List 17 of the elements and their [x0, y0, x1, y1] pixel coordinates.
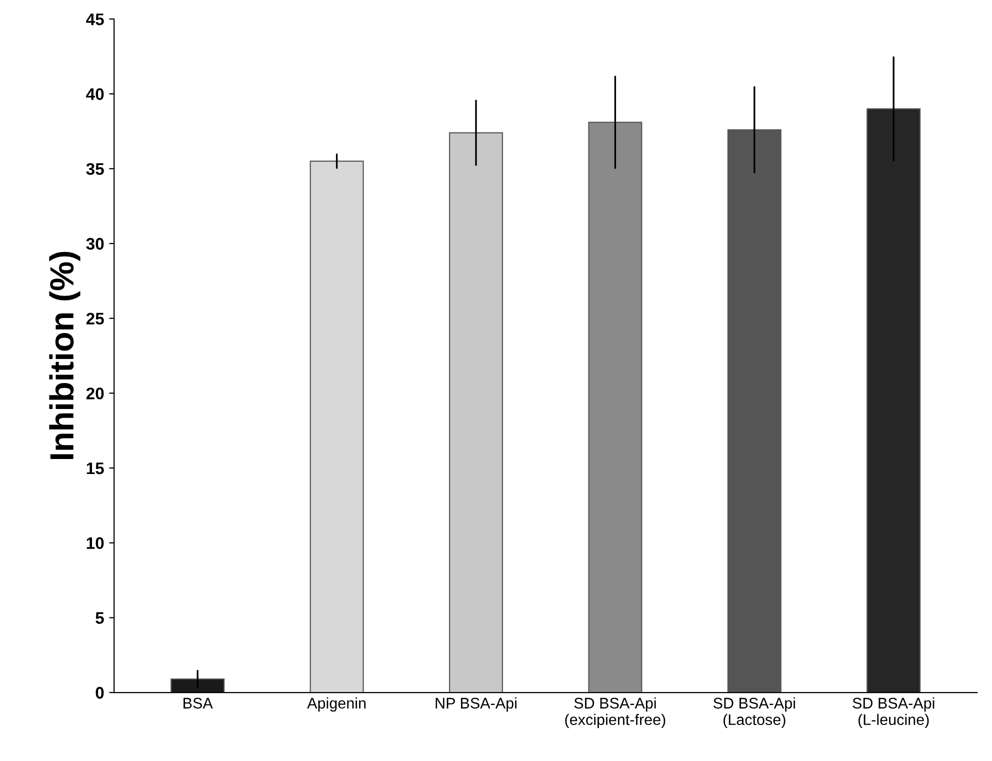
- y-tick-label: 30: [86, 238, 104, 250]
- y-axis-title: Inhibition (%): [49, 252, 80, 460]
- y-tick-label: 20: [86, 388, 104, 400]
- x-tick-label: Apigenin: [307, 697, 366, 712]
- y-tick-label: 0: [96, 686, 104, 699]
- y-tick-label: 5: [96, 612, 104, 624]
- x-tick-label: NP BSA-Api: [436, 697, 516, 712]
- y-tick-label: 25: [86, 312, 104, 325]
- y-tick-label: 45: [86, 14, 104, 26]
- x-tick-label: SD BSA-Api (L-leucine): [852, 697, 934, 728]
- x-tick-label: SD BSA-Api (Lactose): [713, 697, 795, 728]
- y-tick-label: 35: [86, 163, 104, 175]
- x-tick-label: BSA: [184, 698, 213, 709]
- y-tick-label: 40: [86, 88, 104, 100]
- x-tick-label: SD BSA-Api (excipient-free): [565, 697, 666, 728]
- y-tick-label: 10: [86, 537, 104, 550]
- y-tick-label: 15: [86, 462, 104, 474]
